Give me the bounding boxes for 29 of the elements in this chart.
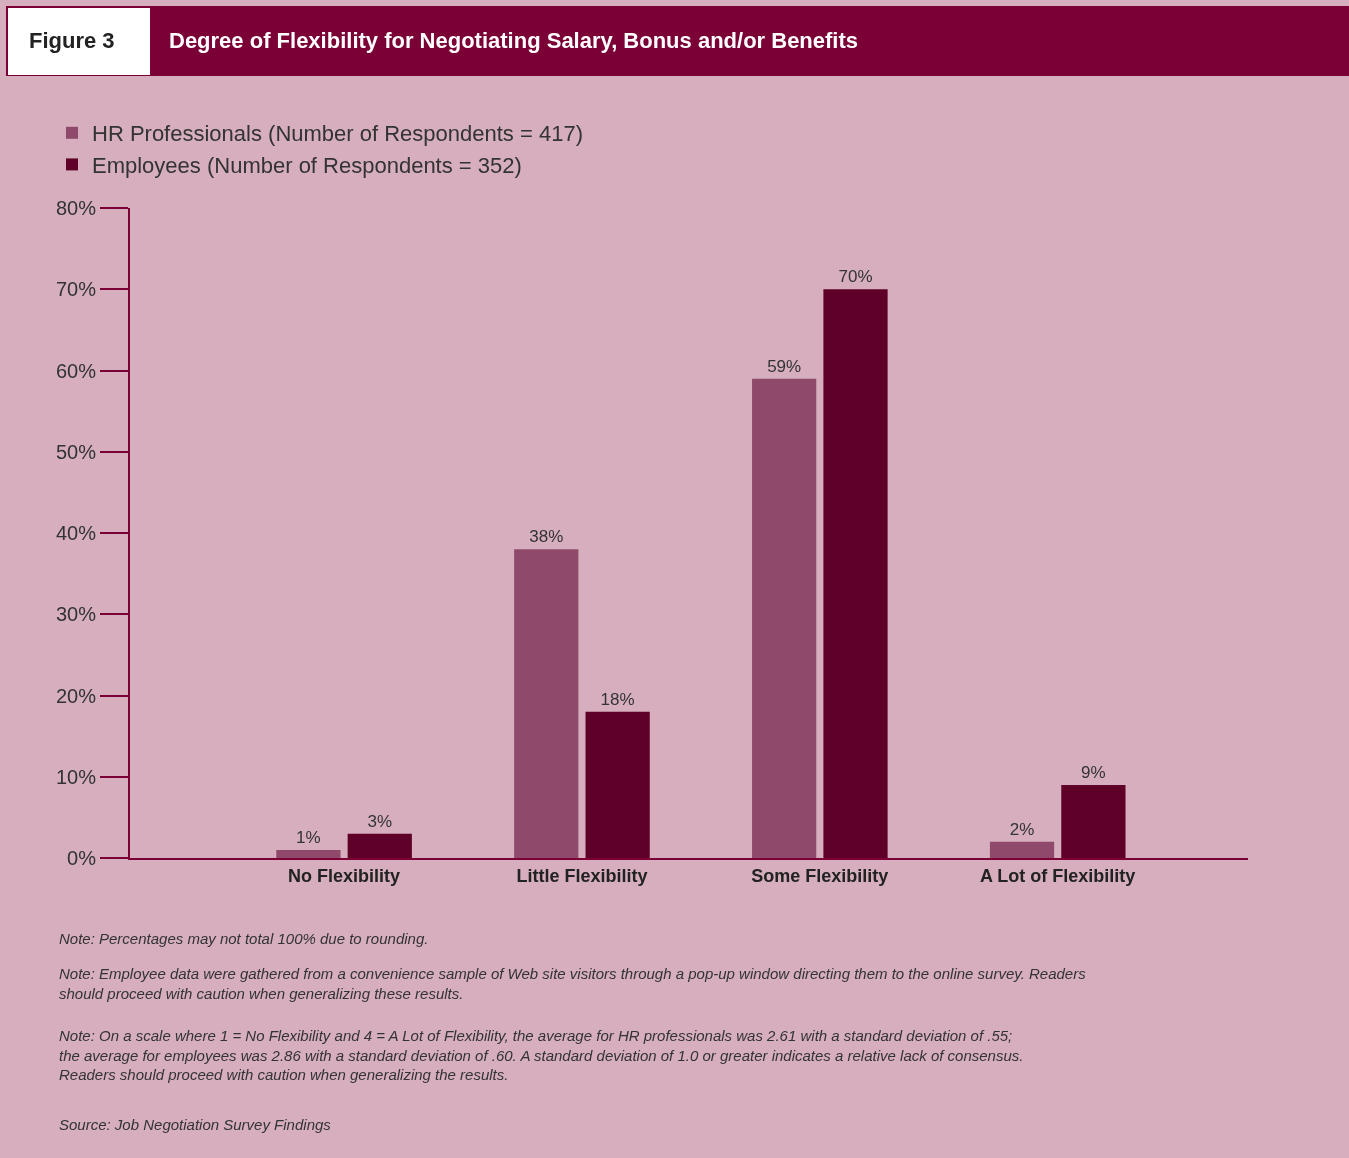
data-label: 2% (1009, 819, 1035, 839)
y-tick-label: 20% (55, 684, 97, 707)
x-tick-label: Some Flexibility (751, 865, 889, 886)
y-tick-label: 0% (67, 847, 97, 869)
chart-title: Degree of Flexibility for Negotiating Salary, Bonus and/or Benefits (169, 28, 859, 53)
y-tick-label: 70% (55, 278, 97, 301)
legend-label: Employees (Number of Respondents = 352) (92, 152, 522, 178)
data-label: 38% (529, 527, 564, 547)
text: Note: On a scale where 1 = No Flexibility and 4 = A Lot of Flexibility, the average for HR professionals was 2.61 with a standard deviation of .55; the average for employees was 2.86 with a standard deviation of .60. A standard deviation of 1.0 or greater indicates a relative lack of consensus. Readers should proceed with caution when generalizing the results. (59, 1027, 1024, 1083)
text: Note: Percentages may not total 100% due to rounding. (59, 930, 429, 947)
data-label: 18% (600, 689, 635, 709)
x-tick-label: A Lot of Flexibility (980, 865, 1136, 886)
y-tick-label: 60% (55, 359, 97, 382)
y-tick-label: 10% (55, 765, 97, 788)
legend-label: HR Professionals (Number of Respondents = 417) (92, 121, 583, 147)
y-tick-label: 50% (55, 440, 97, 463)
data-label: 9% (1081, 762, 1106, 782)
data-label: 3% (367, 811, 393, 831)
data-label: 59% (767, 356, 802, 376)
data-label: 1% (296, 827, 321, 847)
text: Note: Employee data were gathered from a convenience sample of Web site visitors through a pop-up window directing them to the online survey. Readers should proceed with caution when generalizing these results. (59, 965, 1087, 1002)
source-note: Source: Job Negotiation Survey Findings (59, 1116, 332, 1133)
chart-subtitle: Figure 3 (29, 28, 115, 53)
y-tick-label: 80% (55, 197, 97, 219)
x-tick-label: Little Flexibility (516, 865, 648, 886)
x-tick-label: No Flexibility (288, 865, 401, 886)
data-label: 70% (838, 267, 873, 287)
y-tick-label: 40% (55, 522, 97, 544)
y-tick-label: 30% (55, 603, 97, 626)
